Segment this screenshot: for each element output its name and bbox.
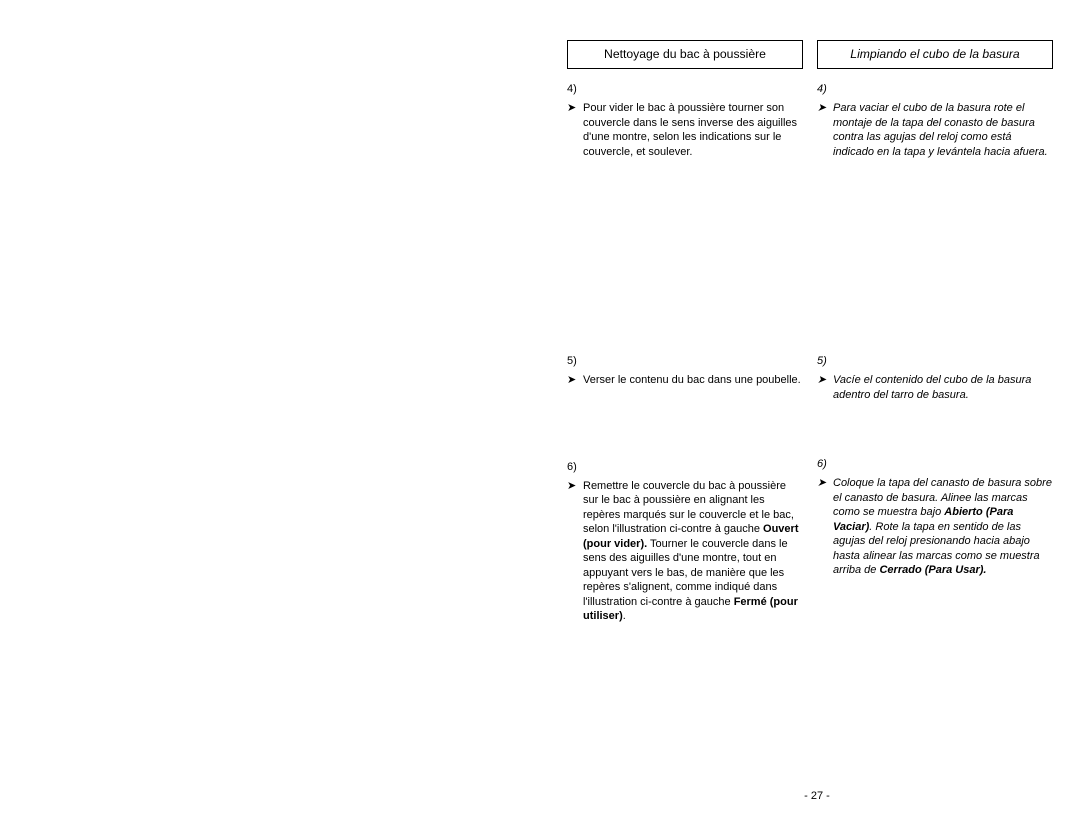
- es-step4-bullet: ➤ Para vaciar el cubo de la basura rote …: [817, 101, 1053, 159]
- bullet-arrow-icon: ➤: [567, 479, 583, 624]
- bullet-arrow-icon: ➤: [567, 101, 583, 159]
- fr-step6-bullet: ➤ Remettre le couvercle du bac à poussiè…: [567, 479, 803, 624]
- french-column: Nettoyage du bac à poussière 4) ➤ Pour v…: [567, 40, 803, 632]
- fr-step6-num: 6): [567, 461, 803, 473]
- spanish-title-box: Limpiando el cubo de la basura: [817, 40, 1053, 69]
- es-step4-num: 4): [817, 83, 1053, 95]
- fr-step5-num: 5): [567, 355, 803, 367]
- french-title: Nettoyage du bac à poussière: [604, 47, 766, 61]
- es-step5-bullet: ➤ Vacíe el contenido del cubo de la basu…: [817, 373, 1053, 402]
- french-title-box: Nettoyage du bac à poussière: [567, 40, 803, 69]
- bullet-arrow-icon: ➤: [817, 101, 833, 159]
- fr-step5-text: Verser le contenu du bac dans une poubel…: [583, 373, 803, 388]
- fr-step4-bullet: ➤ Pour vider le bac à poussière tourner …: [567, 101, 803, 159]
- page-number: - 27 -: [567, 790, 1067, 802]
- spanish-title: Limpiando el cubo de la basura: [850, 47, 1019, 61]
- es-step4-text: Para vaciar el cubo de la basura rote el…: [833, 101, 1053, 159]
- bullet-arrow-icon: ➤: [567, 373, 583, 388]
- fr-step4-text: Pour vider le bac à poussière tourner so…: [583, 101, 803, 159]
- fr-step5-bullet: ➤ Verser le contenu du bac dans une poub…: [567, 373, 803, 388]
- es-step5-text: Vacíe el contenido del cubo de la basura…: [833, 373, 1053, 402]
- spanish-column: Limpiando el cubo de la basura 4) ➤ Para…: [817, 40, 1053, 632]
- es-step6-num: 6): [817, 458, 1053, 470]
- manual-page: Nettoyage du bac à poussière 4) ➤ Pour v…: [567, 40, 1067, 632]
- es-step5-num: 5): [817, 355, 1053, 367]
- fr-step6-text: Remettre le couvercle du bac à poussière…: [583, 479, 803, 624]
- two-column-layout: Nettoyage du bac à poussière 4) ➤ Pour v…: [567, 40, 1067, 632]
- es-step6-bullet: ➤ Coloque la tapa del canasto de basura …: [817, 476, 1053, 578]
- bullet-arrow-icon: ➤: [817, 373, 833, 402]
- bullet-arrow-icon: ➤: [817, 476, 833, 578]
- es-step6-text: Coloque la tapa del canasto de basura so…: [833, 476, 1053, 578]
- fr-step4-num: 4): [567, 83, 803, 95]
